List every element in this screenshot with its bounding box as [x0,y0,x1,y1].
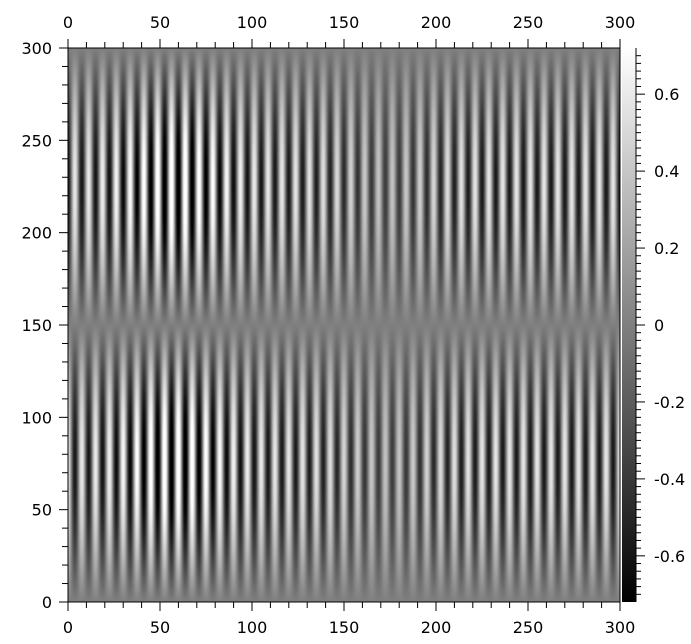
x-tick-label-bottom: 0 [63,618,73,637]
y-tick-label: 50 [32,501,52,520]
x-tick-label-bottom: 150 [329,618,360,637]
x-tick-label-top: 150 [329,13,360,32]
y-tick-label: 200 [21,224,52,243]
colorbar-tick-label: -0.4 [654,470,685,489]
colorbar-tick-label: 0.4 [654,162,679,181]
x-tick-label-top: 200 [421,13,452,32]
colorbar-tick-label: 0 [654,316,664,335]
colorbar-gradient-bar [622,48,636,602]
y-tick-label: 100 [21,408,52,427]
colorbar-axis: -0.6 -0.4 -0.2 0 0.2 0.4 0.6 [635,48,685,602]
y-tick-label: 0 [42,593,52,612]
x-axis-bottom: 0 50 100 150 200 250 300 [63,602,635,637]
y-tick-label: 250 [21,131,52,150]
heatmap-raster [68,48,620,602]
y-tick-label: 150 [21,316,52,335]
heatmap-image [68,48,620,602]
colorbar-tick-label: 0.6 [654,85,679,104]
x-axis-top: 0 50 100 150 200 250 300 [63,13,635,48]
colorbar [622,48,636,602]
x-tick-label-bottom: 300 [605,618,636,637]
x-tick-label-bottom: 200 [421,618,452,637]
x-tick-label-bottom: 100 [237,618,268,637]
colorbar-tick-label: -0.2 [654,393,685,412]
x-tick-label-top: 0 [63,13,73,32]
y-axis-left: 0 50 100 150 200 250 300 [21,39,68,612]
y-tick-label: 300 [21,39,52,58]
x-tick-label-top: 50 [150,13,170,32]
x-tick-label-top: 300 [605,13,636,32]
x-tick-label-bottom: 250 [513,618,544,637]
x-tick-label-top: 100 [237,13,268,32]
x-tick-label-bottom: 50 [150,618,170,637]
colorbar-tick-label: -0.6 [654,547,685,566]
x-tick-label-top: 250 [513,13,544,32]
colorbar-tick-label: 0.2 [654,239,679,258]
